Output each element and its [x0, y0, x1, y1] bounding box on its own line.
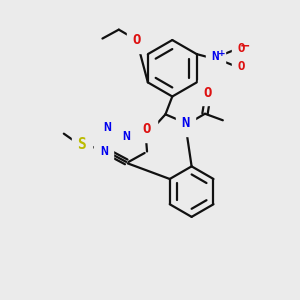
Text: S: S	[77, 136, 86, 152]
Text: N: N	[122, 130, 130, 143]
Text: O: O	[204, 85, 212, 100]
Text: N: N	[182, 116, 190, 130]
Text: −: −	[240, 40, 250, 52]
Text: O: O	[132, 33, 141, 47]
Text: N: N	[212, 50, 219, 64]
Text: +: +	[218, 50, 226, 58]
Text: O: O	[238, 60, 245, 73]
Text: O: O	[143, 122, 151, 136]
Text: O: O	[238, 42, 245, 56]
Text: N: N	[100, 145, 108, 158]
Text: N: N	[103, 121, 111, 134]
